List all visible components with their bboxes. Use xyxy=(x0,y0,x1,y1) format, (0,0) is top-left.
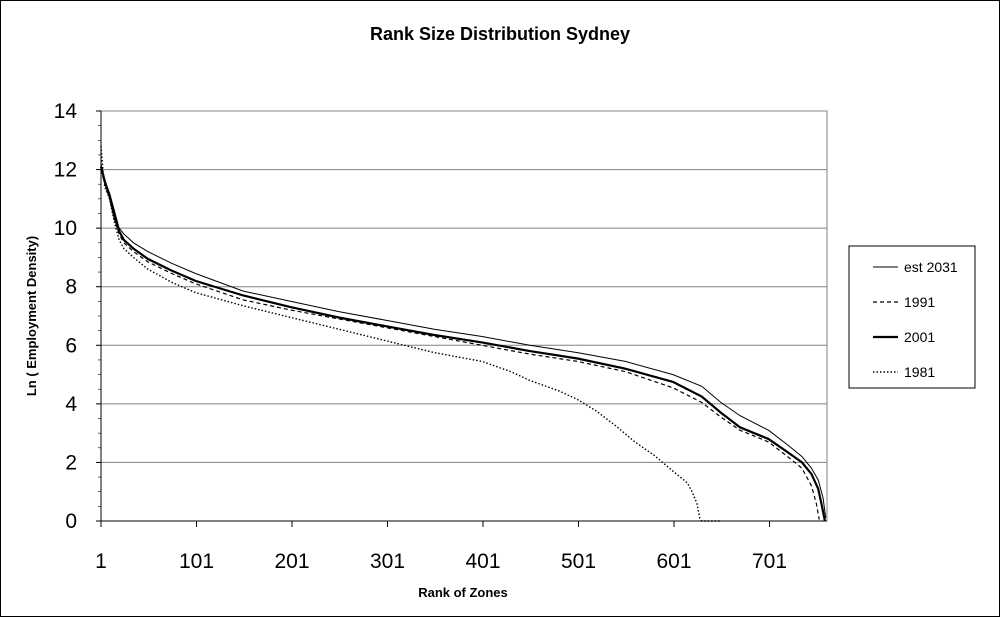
y-tick-label: 14 xyxy=(54,100,78,123)
x-tick-label: 401 xyxy=(465,550,500,573)
series-line-2001 xyxy=(99,166,826,522)
plot-area xyxy=(100,110,828,522)
x-axis-title: Rank of Zones xyxy=(418,585,508,600)
x-tick-label: 601 xyxy=(656,550,691,573)
legend-label: 1981 xyxy=(904,364,935,380)
x-tick-label: 1 xyxy=(95,550,107,573)
y-tick-label: 0 xyxy=(65,510,77,533)
x-tick-label: 501 xyxy=(561,550,596,573)
y-tick-label: 8 xyxy=(65,276,77,299)
y-tick-label: 4 xyxy=(65,393,77,416)
series-line-1981 xyxy=(100,146,721,522)
y-axis-title: Ln ( Employment Density) xyxy=(24,236,39,396)
series-lines xyxy=(99,146,827,522)
x-tick-label: 701 xyxy=(752,550,787,573)
legend-box xyxy=(848,245,976,389)
legend-label: est 2031 xyxy=(904,259,958,275)
legend-label: 2001 xyxy=(904,329,935,345)
y-tick-label: 2 xyxy=(65,451,77,474)
axes: 0 2 4 6 8 10 12 14 1 101 201 301 401 501 601 701 xyxy=(54,100,827,573)
y-tick-label: 6 xyxy=(65,334,77,357)
x-tick-label: 201 xyxy=(274,550,309,573)
legend-label: 1991 xyxy=(904,294,935,310)
chart-title: Rank Size Distribution Sydney xyxy=(370,24,630,44)
series-line-est-2031 xyxy=(100,163,827,519)
legend: est 2031 1991 2001 1981 xyxy=(848,245,976,389)
x-tick-label: 101 xyxy=(179,550,214,573)
x-tick-label: 301 xyxy=(370,550,405,573)
series-line-1991 xyxy=(100,169,820,520)
y-tick-label: 12 xyxy=(54,159,77,182)
y-tick-label: 10 xyxy=(54,217,77,240)
